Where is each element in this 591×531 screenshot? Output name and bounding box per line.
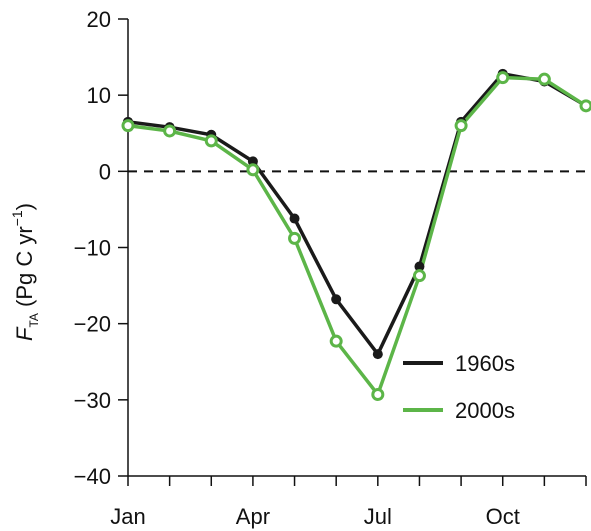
legend-label-1960s: 1960s — [455, 351, 515, 376]
y-tick-label: −40 — [74, 464, 111, 489]
y-axis-unit-exponent: −1 — [9, 210, 25, 226]
y-axis-subscript: TA — [27, 313, 41, 327]
series-markers — [121, 68, 591, 402]
data-point-2000s — [371, 388, 385, 402]
y-axis-title: FTA (Pg C yr−1) — [9, 203, 41, 341]
x-tick-label: Jan — [110, 504, 145, 529]
data-point-1960s — [414, 261, 425, 272]
legend-label-2000s: 2000s — [455, 398, 515, 423]
series-line-2000s — [127, 75, 587, 397]
data-point-2000s — [496, 71, 510, 85]
y-axis-unit-close: ) — [12, 203, 37, 210]
y-tick-label: 20 — [87, 7, 111, 32]
x-tick-label: Oct — [486, 504, 520, 529]
x-tick-label: Apr — [236, 504, 270, 529]
y-tick-label: 0 — [99, 159, 111, 184]
data-point-2000s — [329, 334, 343, 348]
series-line-1960s — [127, 72, 587, 356]
data-point-2000s — [579, 99, 591, 113]
data-point-2000s — [288, 231, 302, 245]
data-point-1960s — [289, 213, 300, 224]
y-axis-symbol: F — [12, 326, 37, 341]
data-point-2000s — [121, 119, 135, 133]
series-lines — [127, 72, 587, 397]
x-tick-label: Jul — [364, 504, 392, 529]
data-point-2000s — [537, 72, 551, 86]
y-axis-unit-open: (Pg C yr — [12, 226, 37, 313]
y-tick-label: −30 — [74, 388, 111, 413]
y-tick-label: −10 — [74, 236, 111, 261]
data-point-2000s — [454, 119, 468, 133]
data-point-2000s — [246, 163, 260, 177]
y-tick-label: 10 — [87, 83, 111, 108]
data-point-2000s — [204, 134, 218, 148]
data-point-2000s — [163, 124, 177, 138]
axes: 20 10 0 −10 −20 −30 −40 Jan Apr Jul Oct — [74, 7, 587, 529]
data-point-2000s — [412, 269, 426, 283]
data-point-1960s — [372, 349, 383, 360]
data-point-1960s — [331, 294, 342, 305]
y-tick-label: −20 — [74, 312, 111, 337]
legend: 1960s 2000s — [403, 351, 515, 423]
